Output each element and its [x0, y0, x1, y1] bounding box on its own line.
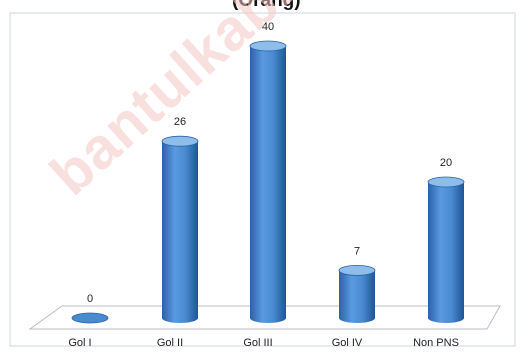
category-label-1: Gol I: [68, 337, 91, 349]
bar-top: [71, 312, 109, 324]
bars-group: [71, 40, 465, 324]
bar-4: [338, 264, 376, 323]
data-label-3: 40: [262, 21, 274, 33]
chart-title-fragment: (Orang): [232, 0, 301, 11]
bar-5: [427, 176, 465, 323]
data-label-5: 20: [440, 157, 452, 169]
bar-top: [249, 40, 287, 52]
bar-top: [338, 264, 376, 276]
bar-body: [162, 141, 198, 323]
category-label-2: Gol II: [157, 337, 183, 349]
category-label-3: Gol III: [243, 337, 272, 349]
bar-body: [339, 270, 375, 323]
category-labels-group: Gol I Gol II Gol III Gol IV Non PNS: [68, 337, 459, 349]
data-label-4: 7: [354, 245, 360, 257]
category-label-4: Gol IV: [332, 337, 363, 349]
bar-body: [250, 46, 286, 323]
category-label-5: Non PNS: [413, 337, 459, 349]
bar-1: [71, 312, 109, 324]
bar-2: [161, 135, 199, 323]
chart-title-strip: (Orang): [0, 0, 520, 12]
data-label-1: 0: [87, 293, 93, 305]
bar-3: [249, 40, 287, 323]
data-label-2: 26: [174, 116, 186, 128]
bar-top: [427, 176, 465, 188]
bar-body: [428, 182, 464, 323]
bar-top: [161, 135, 199, 147]
data-labels-group: 0 26 40 7 20: [87, 21, 452, 305]
